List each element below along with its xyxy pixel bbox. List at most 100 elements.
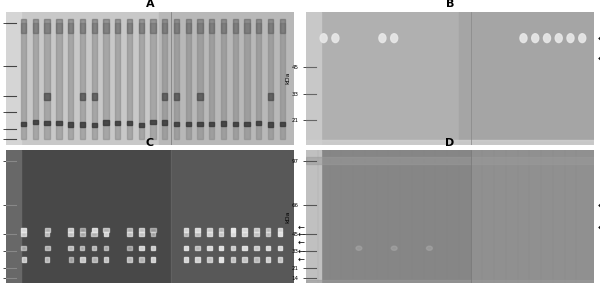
Bar <box>280 23 285 139</box>
Bar <box>22 232 26 236</box>
Bar <box>92 18 97 33</box>
Bar <box>184 232 188 236</box>
Bar <box>470 150 594 283</box>
Bar <box>174 93 179 100</box>
Bar <box>207 257 212 262</box>
Bar <box>115 23 121 139</box>
Bar <box>127 23 132 139</box>
Bar <box>12 12 159 144</box>
Bar <box>195 257 200 262</box>
Bar <box>139 246 143 250</box>
Bar <box>233 18 238 33</box>
Bar <box>150 228 156 232</box>
Bar <box>103 23 109 139</box>
Bar <box>127 228 131 232</box>
Bar <box>103 121 109 125</box>
Bar <box>68 232 73 236</box>
Bar <box>33 23 38 139</box>
Bar <box>44 121 50 125</box>
Bar <box>306 157 594 164</box>
Bar <box>139 232 143 236</box>
Bar <box>230 257 235 262</box>
Bar <box>56 121 62 125</box>
Bar <box>68 122 73 127</box>
Bar <box>150 23 155 139</box>
Bar <box>306 12 321 144</box>
Bar <box>278 246 282 250</box>
Bar <box>184 246 188 250</box>
Bar <box>162 18 167 33</box>
Bar <box>230 246 235 250</box>
Bar <box>195 246 200 250</box>
Bar <box>266 257 271 262</box>
Bar <box>33 120 38 124</box>
Bar <box>195 232 200 236</box>
Y-axis label: kDa: kDa <box>285 72 290 84</box>
Bar <box>80 93 85 100</box>
Bar <box>68 228 73 232</box>
Bar <box>21 246 26 250</box>
Bar <box>56 18 62 33</box>
Bar <box>44 93 50 100</box>
Bar <box>21 122 26 126</box>
Bar <box>150 120 155 124</box>
Bar <box>21 23 26 139</box>
Bar <box>280 122 285 126</box>
Bar <box>256 121 262 125</box>
Ellipse shape <box>555 34 562 42</box>
Bar <box>306 150 321 283</box>
Bar <box>221 18 226 33</box>
Title: B: B <box>446 0 454 10</box>
Ellipse shape <box>567 34 574 42</box>
Bar <box>174 122 179 126</box>
Bar <box>244 18 250 33</box>
Bar <box>242 257 247 262</box>
Bar <box>92 228 97 232</box>
Bar <box>33 18 38 33</box>
Bar <box>104 246 108 250</box>
Ellipse shape <box>391 246 397 250</box>
Text: ←: ← <box>298 247 305 255</box>
Bar <box>44 246 50 250</box>
Ellipse shape <box>356 246 362 250</box>
Bar <box>219 257 223 262</box>
Bar <box>91 232 97 236</box>
Bar <box>159 12 294 144</box>
Bar <box>139 18 144 33</box>
Bar <box>268 23 273 139</box>
Bar <box>266 246 271 250</box>
Bar <box>207 232 212 236</box>
Bar <box>170 150 294 283</box>
Ellipse shape <box>427 246 433 250</box>
Title: D: D <box>445 138 455 148</box>
Bar <box>306 140 594 144</box>
Text: ←: ← <box>598 34 600 43</box>
Bar <box>219 228 223 232</box>
Bar <box>162 23 167 139</box>
Bar <box>80 246 85 250</box>
Bar <box>209 122 214 126</box>
Bar <box>44 23 50 139</box>
Bar <box>233 122 238 126</box>
Bar <box>92 23 97 139</box>
Bar <box>174 18 179 33</box>
Bar <box>21 228 26 232</box>
Bar <box>92 93 97 100</box>
Bar <box>230 228 235 232</box>
Bar <box>185 122 191 127</box>
Y-axis label: kDa: kDa <box>285 210 290 223</box>
Bar <box>254 246 259 250</box>
Bar <box>197 18 203 33</box>
Bar <box>459 12 594 144</box>
Bar <box>233 23 238 139</box>
Bar <box>68 23 73 139</box>
Bar <box>221 23 226 139</box>
Bar <box>80 232 85 236</box>
Bar <box>280 18 285 33</box>
Bar <box>151 246 155 250</box>
Bar <box>268 18 273 33</box>
Bar <box>6 150 21 283</box>
Text: ←: ← <box>298 223 305 232</box>
Text: ←: ← <box>598 53 600 63</box>
Bar <box>127 18 132 33</box>
